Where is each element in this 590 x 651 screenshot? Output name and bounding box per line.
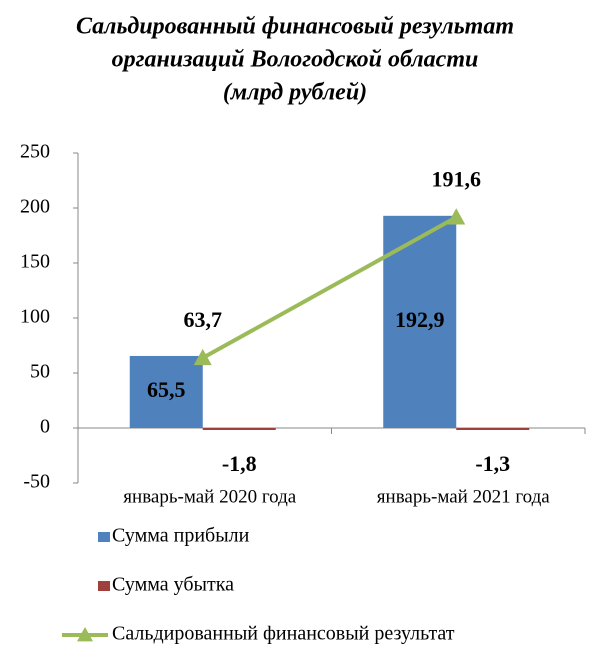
legend-swatch bbox=[77, 627, 93, 642]
data-label: 191,6 bbox=[432, 166, 482, 191]
legend-swatch bbox=[98, 532, 110, 542]
chart-title: организаций Вологодской области bbox=[112, 47, 479, 73]
line-marker bbox=[447, 208, 466, 225]
bar bbox=[129, 355, 203, 428]
y-tick-label: 100 bbox=[20, 306, 50, 328]
data-label: -1,3 bbox=[475, 451, 510, 476]
bar bbox=[202, 428, 276, 430]
data-label: -1,8 bbox=[222, 451, 257, 476]
data-label: 63,7 bbox=[184, 307, 223, 332]
y-tick-label: 200 bbox=[20, 196, 50, 218]
line-marker bbox=[193, 348, 212, 366]
legend-label: Сумма убытка bbox=[112, 574, 234, 596]
chart-title: Сальдированный финансовый результат bbox=[76, 14, 514, 40]
data-label: 192,9 bbox=[395, 307, 445, 332]
x-tick-label: январь-май 2021 года bbox=[377, 486, 550, 507]
data-label: 65,5 bbox=[147, 377, 186, 402]
bar bbox=[456, 428, 530, 430]
x-tick-label: январь-май 2020 года bbox=[123, 486, 296, 507]
y-tick-label: 50 bbox=[30, 361, 50, 383]
y-tick-label: -50 bbox=[23, 471, 50, 493]
y-tick-label: 0 bbox=[40, 416, 50, 438]
chart-title: (млрд рублей) bbox=[223, 80, 367, 106]
legend-label: Сальдированный финансовый результат bbox=[112, 623, 455, 645]
legend-swatch bbox=[98, 581, 110, 591]
y-tick-label: 150 bbox=[20, 251, 50, 273]
y-tick-label: 250 bbox=[20, 141, 50, 163]
line bbox=[201, 215, 458, 360]
legend-label: Сумма прибыли bbox=[112, 525, 250, 547]
